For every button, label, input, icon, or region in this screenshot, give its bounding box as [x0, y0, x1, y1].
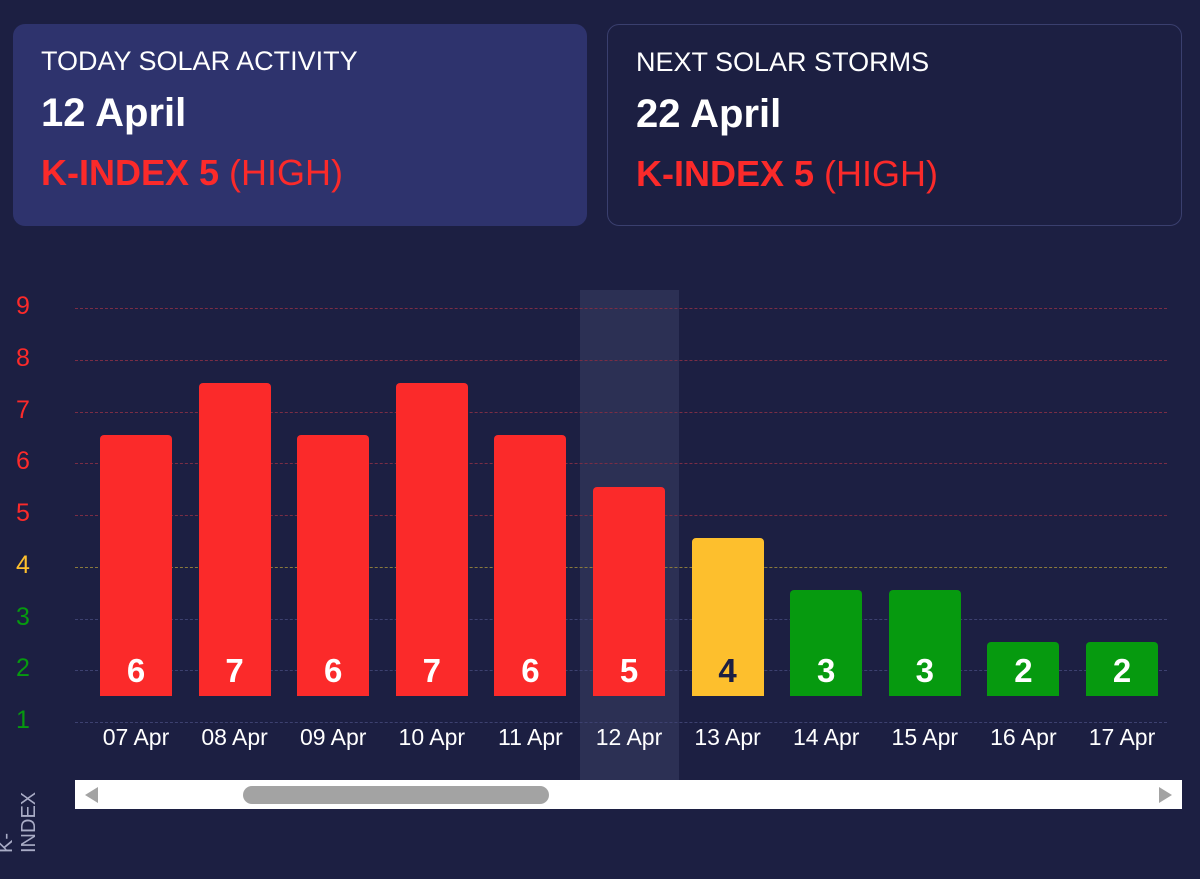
bar-value-label: 7 — [422, 652, 441, 690]
bar[interactable]: 3 — [888, 590, 961, 697]
x-tick-label: 16 Apr — [990, 724, 1057, 750]
y-tick-label: 5 — [16, 499, 30, 527]
scroll-right-arrow-icon[interactable] — [1159, 787, 1172, 803]
y-tick-label: 1 — [16, 706, 30, 734]
bar[interactable]: 5 — [593, 486, 665, 697]
chart-scrollbar[interactable] — [75, 780, 1182, 809]
bar[interactable]: 6 — [297, 434, 370, 697]
next-storms-card: NEXT SOLAR STORMS 22 April K-INDEX 5 (HI… — [607, 24, 1182, 226]
today-label: TODAY SOLAR ACTIVITY — [41, 46, 358, 76]
next-kindex-value: K-INDEX 5 — [636, 153, 815, 194]
x-tick-label: 09 Apr — [299, 724, 367, 750]
gridline — [75, 359, 1167, 361]
gridline — [75, 722, 1167, 723]
gridline — [75, 308, 1167, 309]
x-tick-label: 15 Apr — [891, 724, 959, 750]
bar-value-label: 6 — [521, 652, 540, 690]
today-kindex-level: (HIGH) — [229, 152, 344, 193]
y-axis-label: K-INDEX — [0, 791, 40, 853]
x-tick-label: 14 Apr — [792, 724, 860, 750]
next-kindex-level: (HIGH) — [824, 153, 939, 194]
y-tick-label: 2 — [16, 654, 30, 683]
next-date: 22 April — [636, 92, 782, 136]
bar-value-label: 3 — [817, 652, 836, 690]
gridline — [75, 463, 1167, 465]
bar[interactable]: 6 — [494, 434, 567, 697]
bar[interactable]: 4 — [691, 538, 764, 697]
bar[interactable]: 2 — [987, 641, 1060, 697]
x-tick-label: 10 Apr — [398, 724, 466, 750]
today-activity-card: TODAY SOLAR ACTIVITY 12 April K-INDEX 5 … — [13, 24, 587, 226]
x-tick-label: 17 Apr — [1088, 724, 1156, 750]
y-tick-label: 8 — [16, 343, 30, 372]
x-tick-label: 13 Apr — [694, 724, 761, 750]
bar[interactable]: 3 — [790, 590, 863, 697]
bar-value-label: 2 — [1112, 652, 1132, 690]
x-tick-label: 07 Apr — [102, 724, 170, 750]
today-kindex: K-INDEX 5 (HIGH) — [41, 152, 559, 194]
bar[interactable]: 7 — [395, 383, 468, 697]
y-tick-label: 3 — [16, 602, 30, 631]
bar-value-label: 7 — [225, 652, 244, 690]
scroll-left-arrow-icon[interactable] — [85, 787, 98, 803]
x-tick-label: 08 Apr — [201, 724, 268, 750]
bar-value-label: 6 — [126, 652, 146, 690]
y-tick-label: 9 — [16, 292, 30, 320]
next-kindex: K-INDEX 5 (HIGH) — [636, 153, 1153, 195]
bar-value-label: 4 — [718, 652, 737, 690]
gridline — [75, 411, 1167, 413]
bar-value-label: 5 — [619, 652, 639, 690]
x-tick-label: 11 Apr — [497, 724, 563, 750]
bar-value-label: 3 — [915, 652, 934, 690]
bar[interactable]: 7 — [198, 383, 271, 697]
y-tick-label: 6 — [16, 447, 30, 476]
x-tick-label: 12 Apr — [595, 724, 663, 750]
y-tick-label: 4 — [16, 550, 30, 579]
y-tick-label: 7 — [16, 395, 30, 424]
bar[interactable]: 2 — [1086, 641, 1158, 697]
bar[interactable]: 6 — [100, 434, 172, 697]
bar-value-label: 2 — [1014, 652, 1033, 690]
bar-value-label: 6 — [324, 652, 343, 690]
today-kindex-value: K-INDEX 5 — [41, 152, 220, 193]
scrollbar-thumb[interactable] — [243, 786, 549, 804]
next-label: NEXT SOLAR STORMS — [636, 47, 930, 77]
today-date: 12 April — [41, 91, 187, 135]
